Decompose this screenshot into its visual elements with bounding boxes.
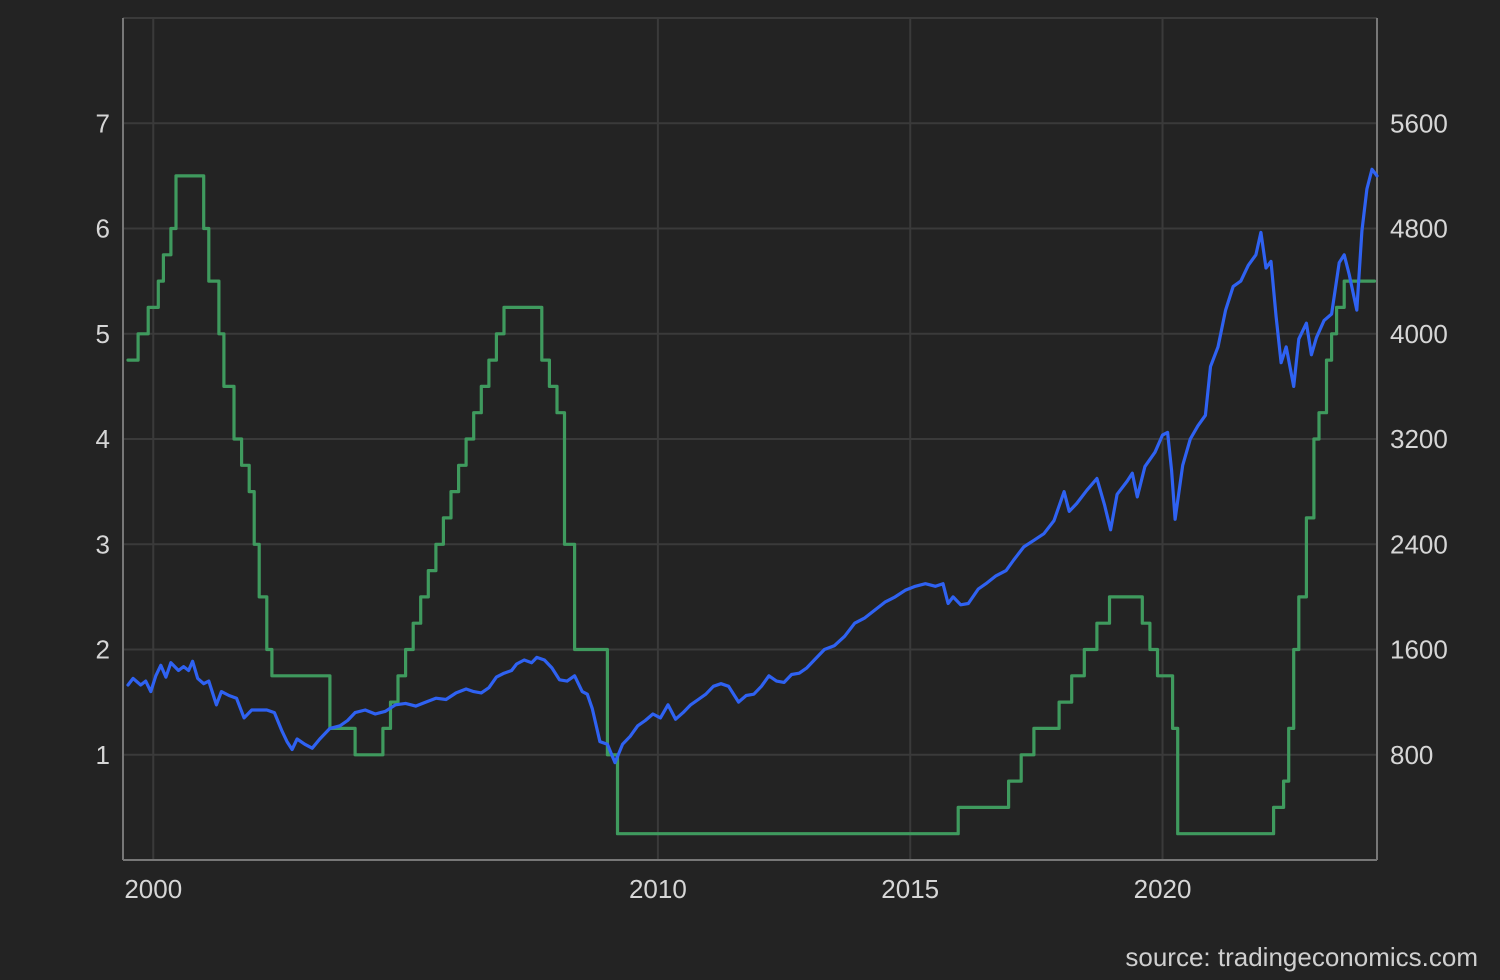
axes [122,18,1378,861]
x-tick-label: 2020 [1134,874,1192,904]
y-left-tick-label: 3 [96,529,110,559]
y-left-tick-label: 6 [96,214,110,244]
y-left-tick-label: 2 [96,635,110,665]
grid [123,17,1377,860]
x-tick-label: 2015 [881,874,939,904]
y-right-tick-label: 2400 [1390,529,1448,559]
y-right-tick-label: 4000 [1390,319,1448,349]
index-line [126,167,1379,765]
y-left-tick-label: 7 [96,108,110,138]
y-left-tick-label: 4 [96,424,110,454]
y-right-tick-label: 1600 [1390,635,1448,665]
source-attribution: source: tradingeconomics.com [1125,942,1478,972]
y-left-tick-label: 5 [96,319,110,349]
y-right-tick-label: 800 [1390,740,1433,770]
x-tick-label: 2010 [629,874,687,904]
y-right-tick-label: 3200 [1390,424,1448,454]
x-tick-label: 2000 [124,874,182,904]
series-group [126,167,1379,836]
y-right-tick-label: 4800 [1390,214,1448,244]
y-right-tick-label: 5600 [1390,108,1448,138]
tick-labels: 1 2 3 4 5 6 7 800 1600 2400 3200 4000 4800 5600 2000 20… [96,108,1448,904]
y-left-tick-label: 1 [96,740,110,770]
interest-rate-line [126,174,1377,836]
